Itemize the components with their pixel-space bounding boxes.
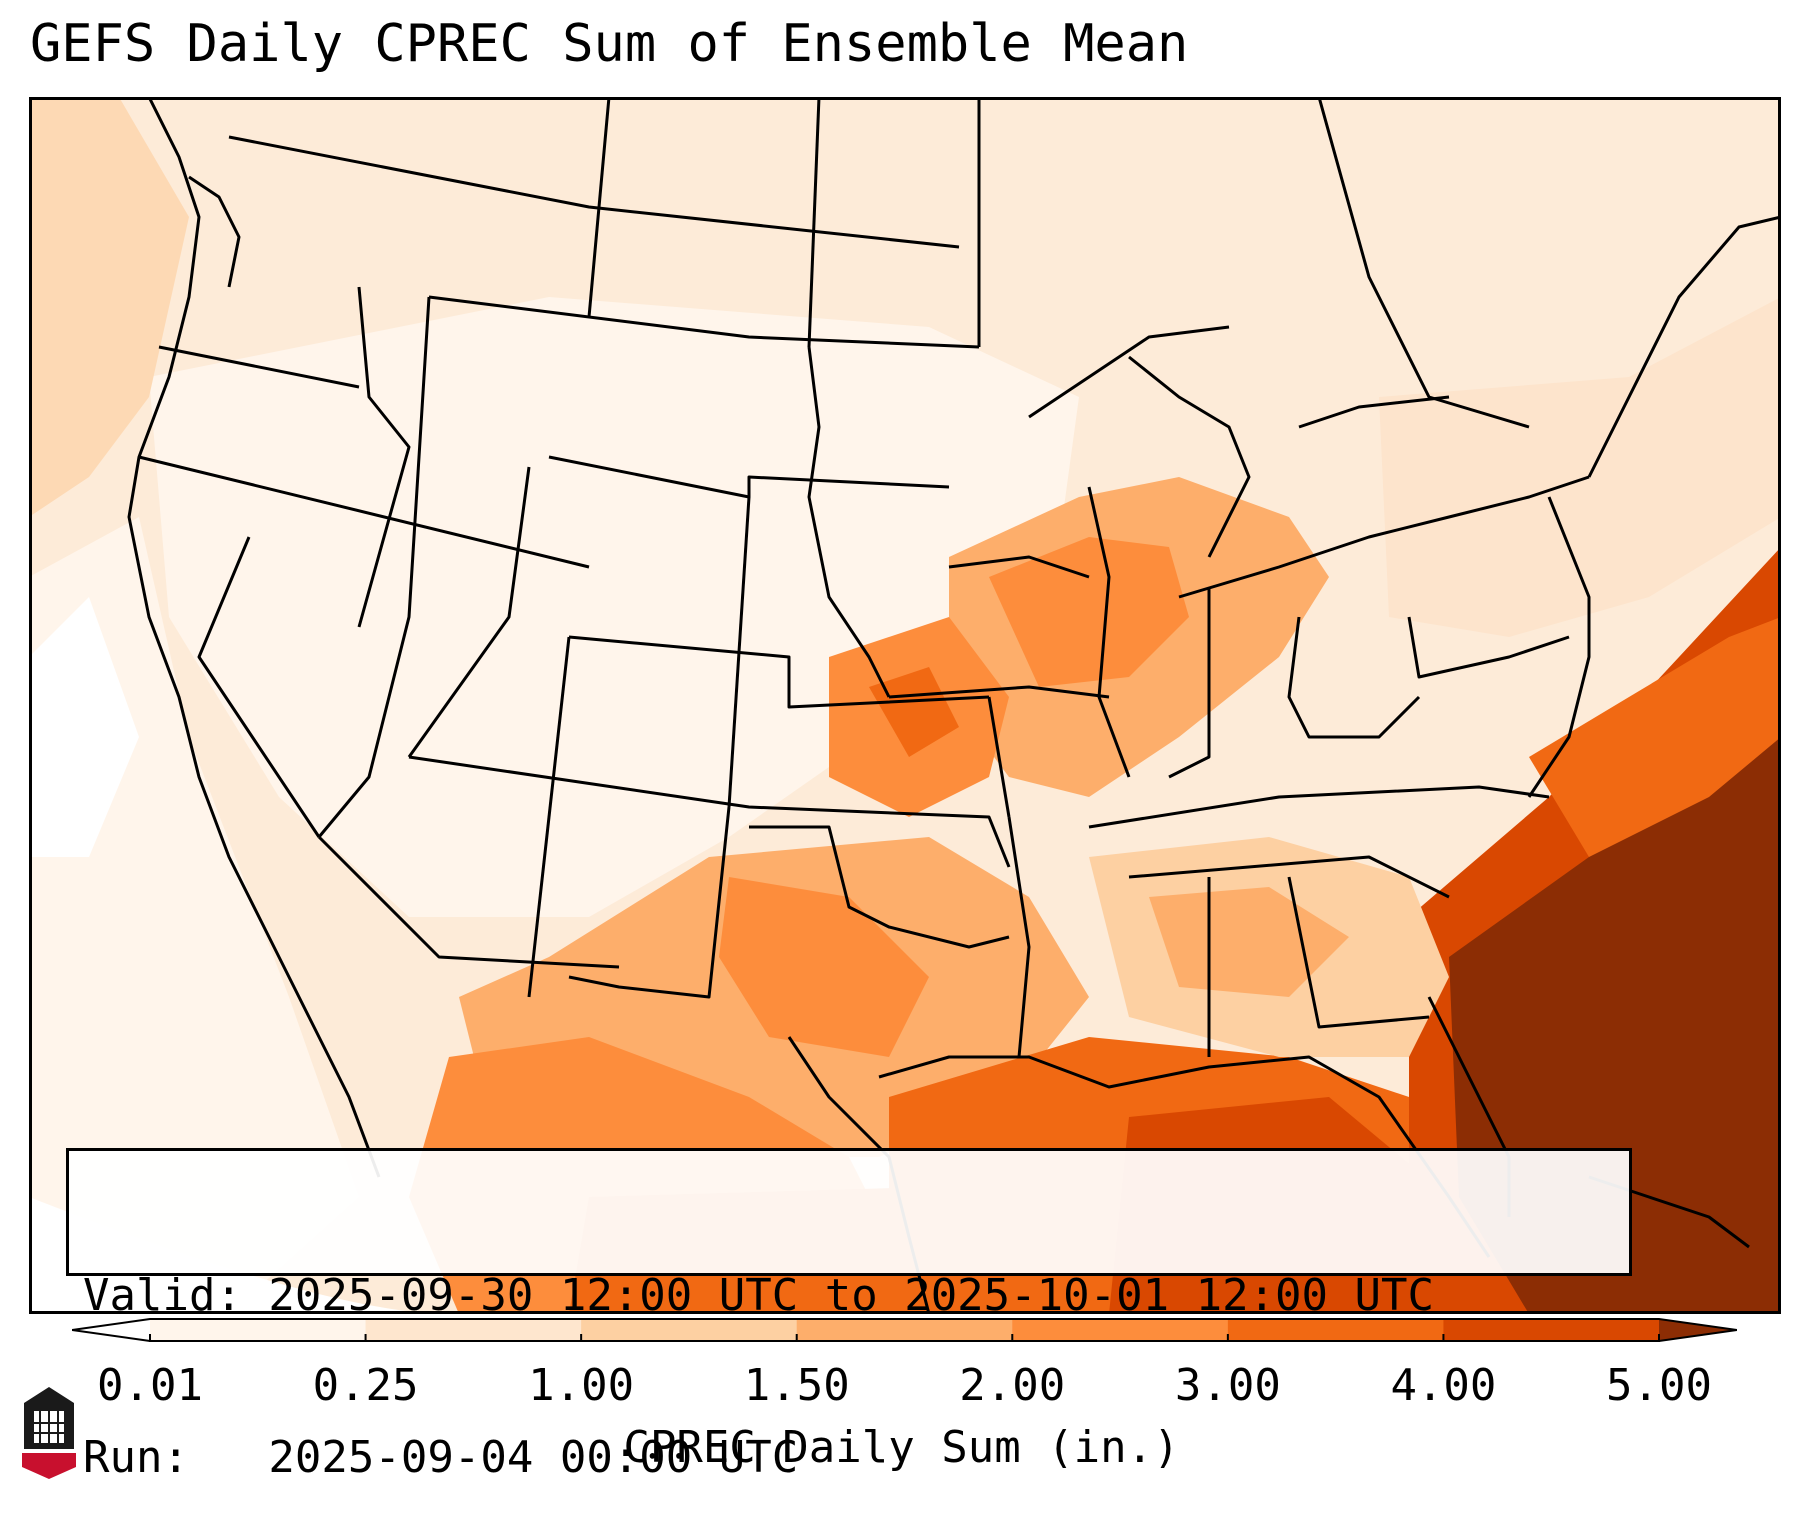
colorbar-segment [581,1319,798,1341]
colorbar [71,1318,1738,1342]
colorbar-tick-label: 3.00 [1174,1360,1281,1411]
colorbar-tick-label: 0.25 [312,1360,419,1411]
run-time-text: Run: 2025-09-04 00:00 UTC [83,1432,799,1483]
colorbar-tick-label: 1.50 [743,1360,850,1411]
colorbar-tick-labels: 0.01 0.25 1.00 1.50 2.00 3.00 4.00 5.00 [0,1360,1803,1411]
colorbar-tick-label: 0.01 [97,1360,203,1411]
colorbar-segment [1227,1319,1444,1341]
colorbar-tick-label: 5.00 [1606,1360,1712,1411]
colorbar-tick-label: 4.00 [1390,1360,1497,1411]
precipitation-map [29,97,1781,1314]
colorbar-over-arrow [1659,1319,1737,1341]
colorbar-segment [150,1319,367,1341]
colorbar-segment [1012,1319,1229,1341]
colorbar-under-arrow [72,1319,150,1341]
colorbar-segment [365,1319,582,1341]
valid-time-text: Valid: 2025-09-30 12:00 UTC to 2025-10-0… [83,1270,1435,1321]
colorbar-tick-label: 2.00 [959,1360,1066,1411]
colorbar-segment [1443,1319,1660,1341]
colorbar-tick-label: 1.00 [528,1360,635,1411]
run-info-box: Valid: 2025-09-30 12:00 UTC to 2025-10-0… [66,1148,1632,1483]
colorbar-segment [796,1319,1013,1341]
colorbar-label: CPREC Daily Sum (in.) [623,1422,1180,1473]
niu-logo [20,1383,78,1479]
map-title: GEFS Daily CPREC Sum of Ensemble Mean [30,14,1189,74]
